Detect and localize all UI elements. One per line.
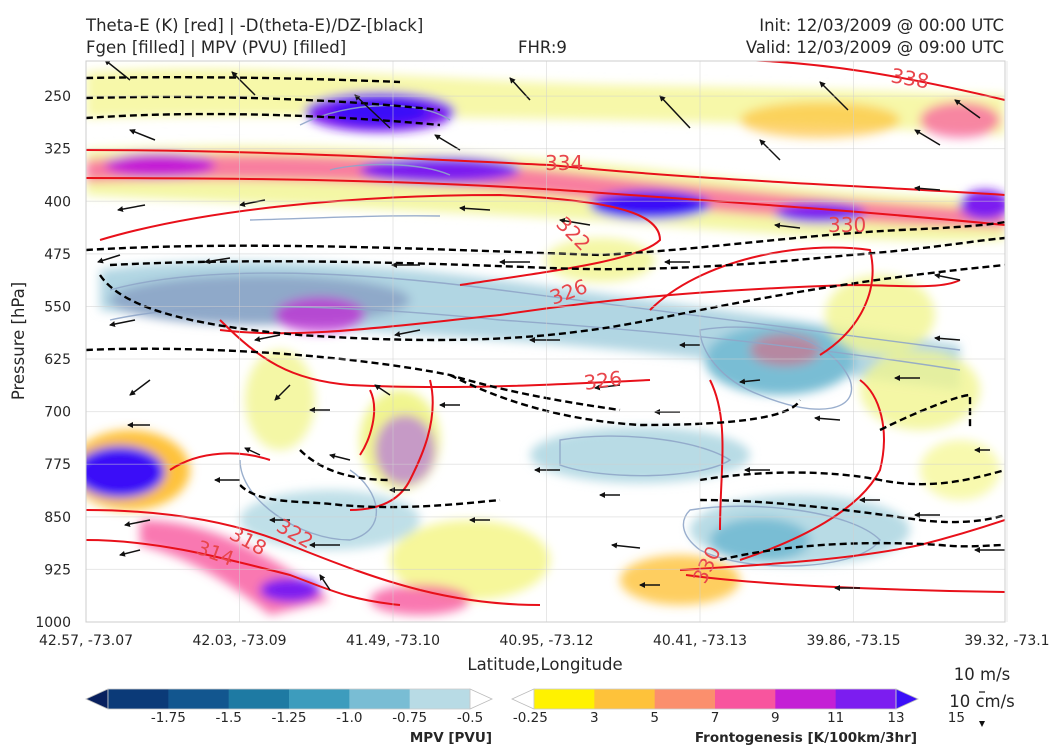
x-tick-label: 40.41, -73.13 <box>653 633 747 649</box>
colorbar-tick-label: 13 <box>887 710 904 726</box>
contour-label: 334 <box>545 151 583 175</box>
fgen-colorbar: 3 5 7 9 11 13 15 Frontogenesis [K/100km/3hr] <box>511 688 965 746</box>
colorbar-swatch <box>654 689 716 709</box>
colorbar-frame <box>533 688 897 710</box>
colorbar-swatch <box>594 689 656 709</box>
mpv-colorbar-label: MPV [PVU] <box>410 730 492 746</box>
y-axis-label: Pressure [hPa] <box>9 282 28 400</box>
y-tick-label: 475 <box>44 247 71 263</box>
x-tick-label: 42.57, -73.07 <box>39 633 133 649</box>
wind-vectors <box>97 61 1005 591</box>
colorbar-tick-label: 9 <box>771 710 780 726</box>
y-tick-label: 625 <box>44 352 71 368</box>
colorbar-swatch <box>775 689 837 709</box>
colorbar-extend-high <box>895 688 919 710</box>
mpv-colorbar: -1.75 -1.5 -1.25 -1.0 -0.75 -0.5 -0.25 MPV [PV… <box>85 688 548 746</box>
x-tick-label: 39.86, -73.15 <box>806 633 900 649</box>
colorbar-extend-high <box>469 688 493 710</box>
filled-fields <box>86 68 1005 615</box>
colorbar-tick-label: 7 <box>711 710 720 726</box>
title-line2: Fgen [filled] | MPV (PVU) [filled] <box>86 38 346 57</box>
colorbar-swatch <box>228 689 290 709</box>
colorbar-tick-label: -0.75 <box>392 710 427 726</box>
y-tick-label: 925 <box>44 562 71 578</box>
colorbar-swatch <box>349 689 411 709</box>
init-time: Init: 12/03/2009 @ 00:00 UTC <box>759 16 1004 35</box>
x-axis-label: Latitude,Longitude <box>467 655 622 674</box>
contour-label: 326 <box>582 366 623 395</box>
colorbar-extend-low <box>511 688 535 710</box>
y-tick-label: 1000 <box>35 615 71 631</box>
y-tick-label: 775 <box>44 457 71 473</box>
colorbar-swatch <box>108 689 169 709</box>
colorbar-swatch <box>289 689 350 709</box>
x-tick-label: 40.95, -73.12 <box>499 633 593 649</box>
colorbar-tick-label: -0.25 <box>513 710 548 726</box>
y-tick-label: 700 <box>44 405 71 421</box>
y-tick-label: 400 <box>44 194 71 210</box>
title-line1: Theta-E (K) [red] | -D(theta-E)/DZ-[blac… <box>85 16 423 35</box>
wind-key-arrow-vertical <box>979 721 985 727</box>
x-axis: 42.57, -73.07 42.03, -73.09 41.49, -73.10 4… <box>39 61 1050 649</box>
colorbar-swatch <box>409 689 471 709</box>
plot-area: 338 334 330 322 326 326 318 322 314 330 <box>85 60 1006 623</box>
y-tick-label: 325 <box>44 142 71 158</box>
colorbar-extend-low <box>85 688 109 710</box>
x-tick-label: 42.03, -73.09 <box>192 633 286 649</box>
colorbar-frame <box>107 688 471 710</box>
forecast-hour: FHR:9 <box>518 38 567 57</box>
contour-label: 330 <box>828 213 866 237</box>
y-tick-label: 850 <box>44 510 71 526</box>
colorbar-tick-label: 3 <box>590 710 599 726</box>
colorbar-tick-label: -1.75 <box>151 710 186 726</box>
wind-key-horizontal: 10 m/s <box>954 665 1010 684</box>
wind-key-vertical: 10 cm/s <box>949 692 1015 711</box>
colorbar-swatch <box>534 689 595 709</box>
x-tick-label: 41.49, -73.10 <box>346 633 440 649</box>
colorbar-swatch <box>715 689 776 709</box>
colorbar-tick-label: -0.5 <box>457 710 483 726</box>
colorbar-tick-label: 15 <box>948 710 965 726</box>
x-tick-label: 39.32, -73.1 <box>964 633 1049 649</box>
colorbar-tick-label: -1.5 <box>215 710 241 726</box>
colorbar-swatch <box>835 689 897 709</box>
wind-key: 10 m/s 10 cm/s <box>949 665 1015 727</box>
colorbar-swatch <box>168 689 230 709</box>
y-tick-label: 550 <box>44 299 71 315</box>
valid-time: Valid: 12/03/2009 @ 09:00 UTC <box>746 38 1004 57</box>
fgen-colorbar-label: Frontogenesis [K/100km/3hr] <box>695 730 917 746</box>
colorbar-tick-label: 5 <box>650 710 659 726</box>
colorbar-tick-label: -1.25 <box>272 710 307 726</box>
y-tick-label: 250 <box>44 89 71 105</box>
colorbar-tick-label: -1.0 <box>336 710 362 726</box>
colorbar-tick-label: 11 <box>827 710 844 726</box>
